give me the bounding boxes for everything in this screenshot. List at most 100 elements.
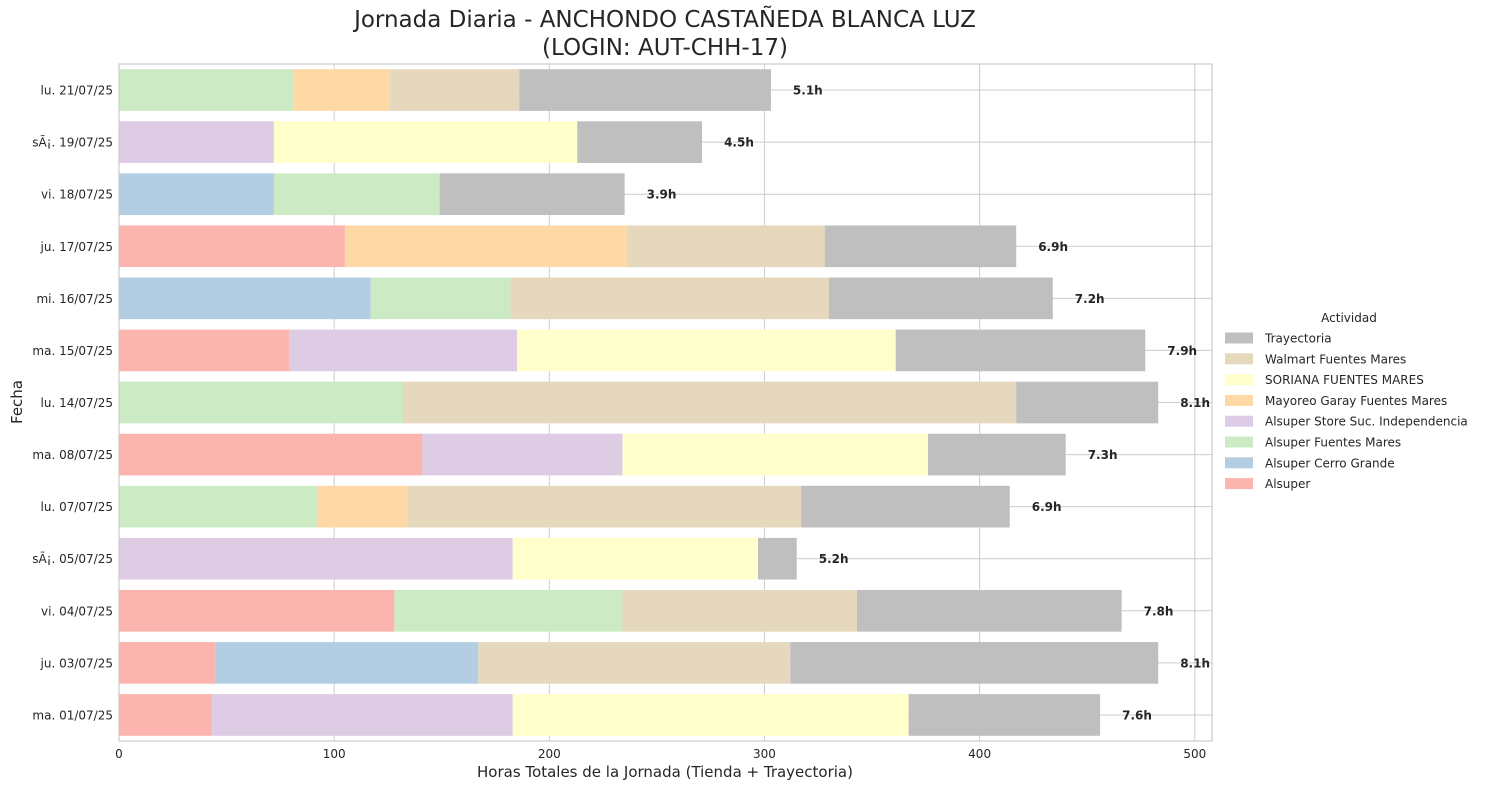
- chart-title: Jornada Diaria - ANCHONDO CASTAÑEDA BLAN…: [352, 5, 976, 33]
- y-tick-label: vi. 04/07/25: [41, 604, 113, 618]
- y-tick-label: ju. 17/07/25: [40, 240, 113, 254]
- x-tick-label: 500: [1183, 747, 1206, 761]
- y-tick-label: ma. 01/07/25: [32, 708, 113, 722]
- bar-segment: [517, 329, 896, 372]
- bar-segment: [119, 642, 216, 684]
- bar-segment: [211, 694, 513, 736]
- bar-total-label: 7.9h: [1167, 344, 1197, 358]
- bar-segment: [626, 225, 825, 268]
- bar-segment: [316, 485, 408, 528]
- y-tick-label: ju. 03/07/25: [40, 656, 113, 670]
- bar-total-label: 7.2h: [1075, 292, 1105, 306]
- x-axis-label: Horas Totales de la Jornada (Tienda + Tr…: [477, 763, 853, 781]
- plot-frame: [118, 63, 1213, 742]
- bar-segment: [622, 433, 928, 476]
- bars-layer: [119, 69, 1159, 736]
- legend-item-label: Mayoreo Garay Fuentes Mares: [1265, 394, 1447, 408]
- legend-item-label: Alsuper: [1265, 477, 1310, 491]
- y-tick-label: sÃ¡. 05/07/25: [32, 551, 113, 566]
- y-tick-label: lu. 14/07/25: [41, 396, 113, 410]
- legend-title: Actividad: [1321, 311, 1377, 325]
- bar-segment: [512, 537, 759, 580]
- bar-segment: [119, 225, 345, 268]
- bar-segment: [824, 225, 1017, 268]
- bar-segment: [119, 121, 274, 163]
- bar-segment: [512, 694, 909, 736]
- bar-segment: [119, 173, 274, 216]
- legend-swatch: [1225, 332, 1253, 344]
- bar-total-label: 7.8h: [1144, 604, 1174, 618]
- legend-item-label: Trayectoria: [1264, 332, 1332, 346]
- x-tick-label: 0: [115, 747, 123, 761]
- bar-total-label: 6.9h: [1032, 500, 1062, 514]
- legend-item-label: Alsuper Cerro Grande: [1265, 456, 1395, 470]
- bar-total-label: 5.1h: [793, 84, 823, 98]
- legend-item-label: Walmart Fuentes Mares: [1265, 352, 1406, 366]
- bar-segment: [478, 642, 791, 684]
- y-tick-label: mi. 16/07/25: [36, 292, 113, 306]
- bar-segment: [119, 381, 404, 424]
- x-tick-label: 100: [323, 747, 346, 761]
- bar-segment: [119, 69, 294, 111]
- x-tick-label: 400: [968, 747, 991, 761]
- legend-swatch: [1225, 353, 1253, 365]
- bar-segment: [422, 433, 623, 476]
- labels-layer: 0 100 200 300 400 500 ma. 01/07/25 ju. 03/07/25…: [32, 84, 1210, 761]
- legend-item-label: Alsuper Fuentes Mares: [1265, 436, 1401, 450]
- legend-item-label: Alsuper Store Suc. Independencia: [1265, 415, 1468, 429]
- bar-total-label: 7.3h: [1088, 448, 1118, 462]
- chart-subtitle: (LOGIN: AUT-CHH-17): [542, 35, 788, 61]
- y-tick-label: vi. 18/07/25: [41, 188, 113, 202]
- y-tick-label: lu. 21/07/25: [41, 84, 113, 98]
- bar-segment: [119, 433, 423, 476]
- legend-swatch: [1225, 478, 1253, 490]
- y-tick-label: sÃ¡. 19/07/25: [32, 135, 113, 150]
- legend-swatch: [1225, 394, 1253, 406]
- bar-segment: [394, 589, 623, 632]
- legend-swatch: [1225, 415, 1253, 427]
- y-tick-label: ma. 08/07/25: [32, 448, 113, 462]
- bar-segment: [510, 277, 830, 320]
- bar-segment: [273, 173, 440, 216]
- legend: Actividad Trayectoria Walmart Fuentes Mar…: [1225, 311, 1468, 491]
- bar-total-label: 4.5h: [724, 136, 754, 150]
- bar-segment: [293, 69, 391, 111]
- bar-segment: [119, 537, 513, 580]
- bar-segment: [801, 485, 1010, 528]
- legend-swatch: [1225, 374, 1253, 386]
- legend-swatch: [1225, 436, 1253, 448]
- bar-segment: [622, 589, 857, 632]
- bar-segment: [856, 589, 1122, 632]
- bar-segment: [577, 121, 703, 163]
- bar-segment: [519, 69, 771, 111]
- bar-segment: [439, 173, 625, 216]
- bar-segment: [119, 277, 371, 320]
- bar-segment: [119, 694, 212, 736]
- bar-total-label: 6.9h: [1038, 240, 1068, 254]
- y-tick-label: ma. 15/07/25: [32, 344, 113, 358]
- bar-segment: [908, 694, 1101, 736]
- bar-segment: [288, 329, 518, 372]
- bar-segment: [215, 642, 479, 684]
- bar-total-label: 8.1h: [1180, 656, 1210, 670]
- bar-segment: [790, 642, 1159, 684]
- bar-segment: [927, 433, 1066, 476]
- bar-total-label: 8.1h: [1180, 396, 1210, 410]
- bar-total-label: 3.9h: [647, 188, 677, 202]
- bar-total-label: 7.6h: [1122, 708, 1152, 722]
- bar-segment: [895, 329, 1146, 372]
- bar-segment: [758, 537, 797, 580]
- bar-segment: [119, 485, 317, 528]
- bar-segment: [344, 225, 627, 268]
- y-tick-label: lu. 07/07/25: [41, 500, 113, 514]
- y-axis-label: Fecha: [8, 380, 26, 424]
- bar-segment: [119, 589, 395, 632]
- bar-segment: [829, 277, 1053, 320]
- bar-total-label: 5.2h: [819, 552, 849, 566]
- legend-swatch: [1225, 457, 1253, 469]
- bar-segment: [390, 69, 520, 111]
- bar-segment: [403, 381, 1017, 424]
- bar-segment: [370, 277, 511, 320]
